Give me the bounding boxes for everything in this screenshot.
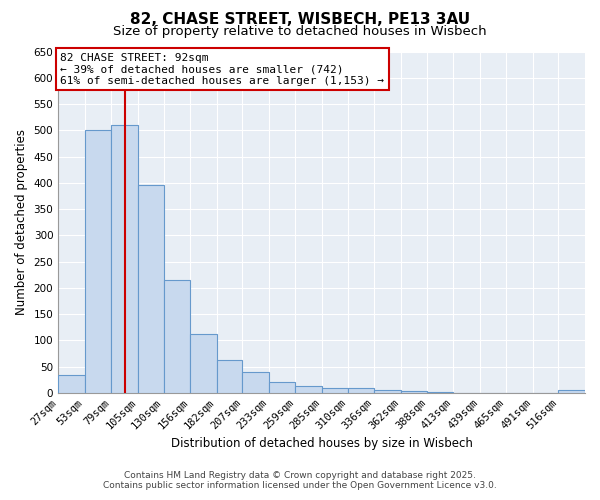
Bar: [190, 334, 217, 393]
Bar: [85, 130, 112, 393]
Bar: [58, 374, 85, 393]
Text: 82, CHASE STREET, WISBECH, PE13 3AU: 82, CHASE STREET, WISBECH, PE13 3AU: [130, 12, 470, 28]
Bar: [242, 372, 269, 393]
Bar: [322, 388, 347, 393]
Bar: [347, 388, 374, 393]
Text: Size of property relative to detached houses in Wisbech: Size of property relative to detached ho…: [113, 25, 487, 38]
Bar: [138, 186, 164, 393]
X-axis label: Distribution of detached houses by size in Wisbech: Distribution of detached houses by size …: [170, 437, 473, 450]
Bar: [427, 392, 453, 393]
Y-axis label: Number of detached properties: Number of detached properties: [15, 129, 28, 315]
Text: Contains HM Land Registry data © Crown copyright and database right 2025.
Contai: Contains HM Land Registry data © Crown c…: [103, 470, 497, 490]
Bar: [112, 125, 138, 393]
Text: 82 CHASE STREET: 92sqm
← 39% of detached houses are smaller (742)
61% of semi-de: 82 CHASE STREET: 92sqm ← 39% of detached…: [60, 52, 384, 86]
Bar: [401, 392, 427, 393]
Bar: [374, 390, 401, 393]
Bar: [295, 386, 322, 393]
Bar: [269, 382, 295, 393]
Bar: [559, 390, 585, 393]
Bar: [217, 360, 242, 393]
Bar: [164, 280, 190, 393]
